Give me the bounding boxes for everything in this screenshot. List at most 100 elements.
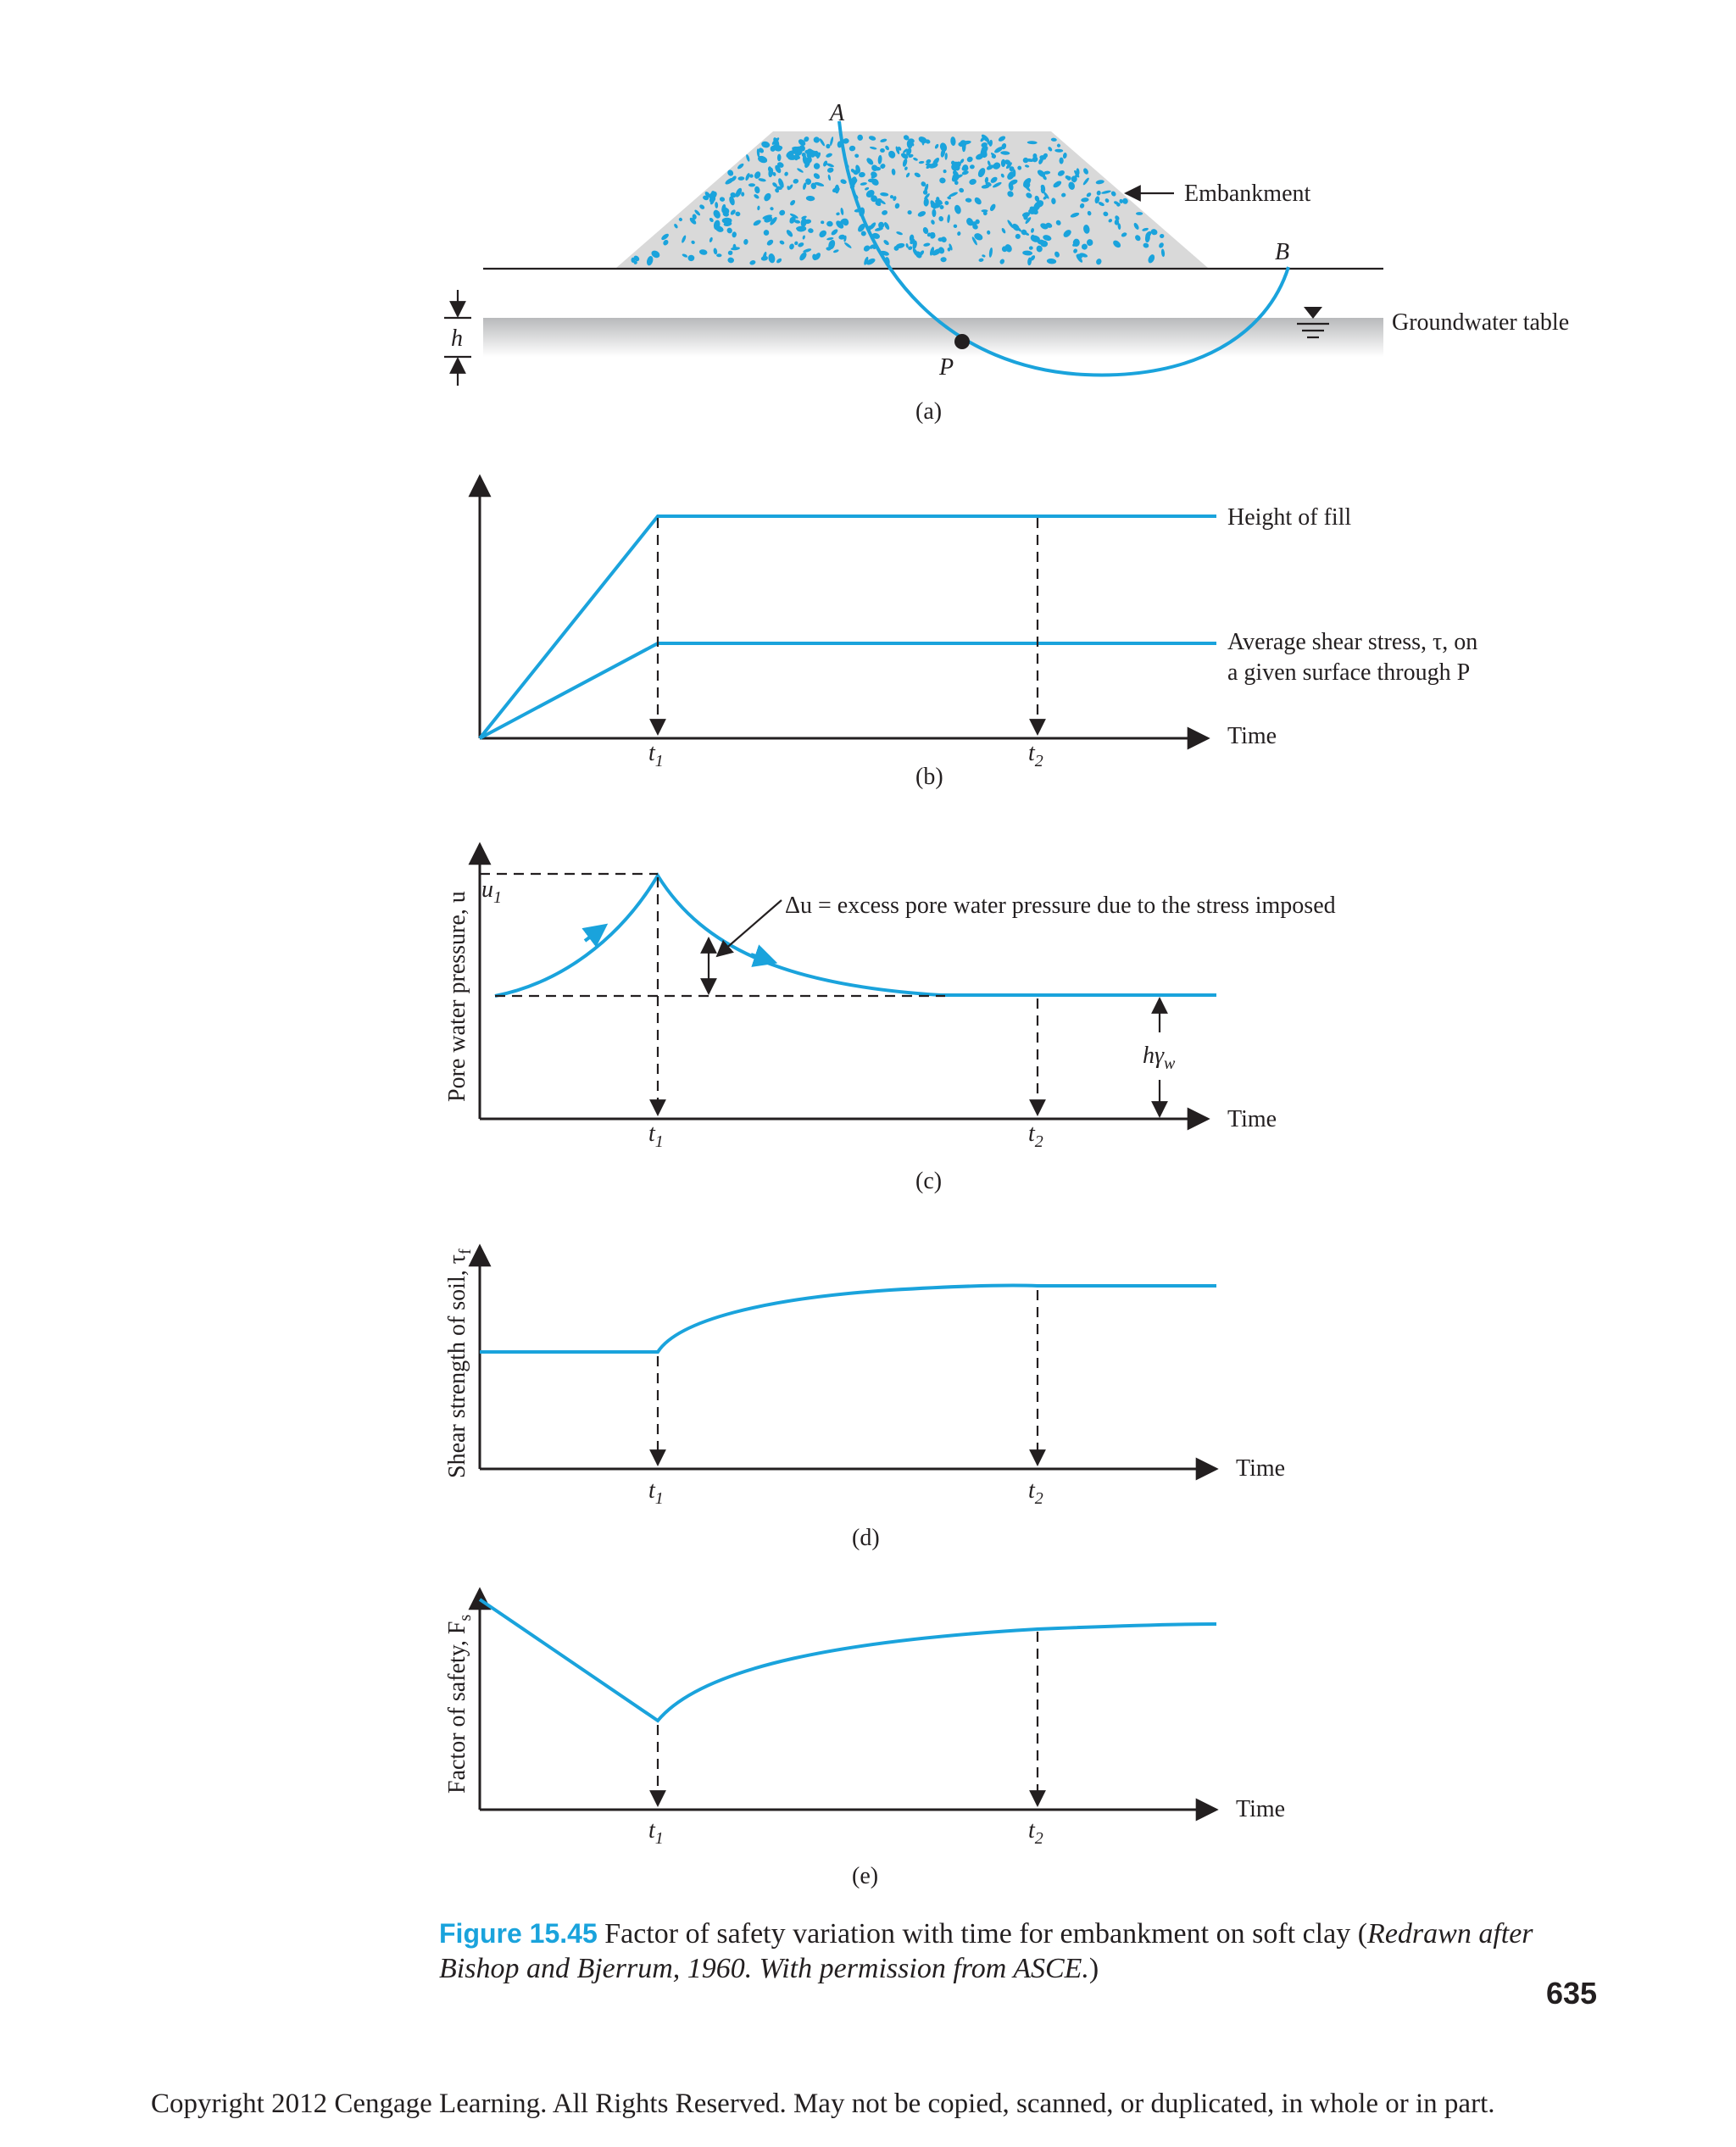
speckle [895, 146, 900, 155]
speckle [1045, 222, 1053, 228]
speckle [990, 176, 998, 183]
h-gamma-w-label: hγw [1143, 1043, 1176, 1073]
speckle [900, 153, 909, 159]
speckle [1143, 242, 1149, 248]
speckle [819, 138, 826, 147]
speckle [731, 175, 737, 181]
speckle [776, 258, 782, 264]
embankment-speckles [631, 134, 1166, 267]
speckle [737, 163, 744, 170]
speckle [799, 252, 807, 261]
speckle [764, 192, 771, 202]
speckle [977, 168, 986, 178]
speckle [831, 229, 838, 236]
speckle [843, 138, 849, 144]
speckle [918, 160, 925, 164]
speckle [1053, 181, 1062, 188]
speckle [1160, 233, 1165, 239]
speckle [732, 231, 737, 238]
speckle [758, 147, 765, 153]
speckle [1076, 254, 1083, 263]
speckle [864, 256, 869, 265]
speckle [1030, 234, 1035, 240]
speckle [794, 154, 800, 159]
speckle [792, 146, 801, 151]
u1-label: u1 [481, 876, 502, 907]
speckle [1055, 220, 1061, 225]
speckle [745, 173, 750, 181]
speckle [772, 171, 776, 176]
speckle [1007, 191, 1014, 197]
speckle [1036, 200, 1044, 208]
speckle [766, 239, 774, 246]
speckle [1115, 215, 1120, 221]
speckle [1027, 141, 1038, 145]
speckle [800, 218, 807, 227]
speckle [1094, 196, 1100, 204]
speckle [975, 219, 980, 225]
speckle [865, 186, 870, 191]
speckle [1009, 179, 1018, 186]
speckle [743, 239, 748, 245]
shear-stress-curve [479, 642, 1216, 740]
speckle [1095, 180, 1104, 185]
speckle [947, 248, 951, 252]
speckle [898, 146, 902, 151]
speckle [808, 228, 814, 233]
speckle [1043, 192, 1049, 199]
speckle [840, 179, 847, 184]
speckle [770, 207, 774, 211]
speckle [691, 240, 695, 245]
speckle [727, 257, 734, 264]
speckle [947, 214, 950, 224]
speckle [871, 164, 878, 171]
speckle [934, 143, 939, 149]
speckle [663, 239, 669, 246]
speckle [863, 245, 871, 252]
speckle [1000, 159, 1006, 168]
speckle [793, 220, 801, 224]
speckle [682, 253, 688, 258]
speckle [1054, 251, 1060, 258]
speckle [1103, 211, 1109, 217]
speckle [827, 174, 832, 181]
figure-caption: Figure 15.45 Factor of safety variation … [439, 1918, 1533, 1984]
speckle [805, 195, 815, 202]
speckle [1070, 212, 1080, 218]
speckle [878, 221, 885, 229]
speckle [987, 141, 991, 146]
speckle [776, 153, 782, 162]
h-dimension [444, 290, 471, 386]
h-label: h [451, 325, 463, 352]
speckle [866, 158, 874, 165]
speckle [1135, 235, 1141, 242]
speckle [1009, 166, 1015, 172]
speckle [772, 182, 777, 187]
speckle [932, 158, 940, 165]
speckle [924, 183, 929, 193]
speckle [1086, 239, 1093, 247]
speckle [838, 234, 846, 240]
speckle [971, 236, 977, 246]
speckle [794, 150, 803, 157]
speckle [715, 202, 719, 209]
speckle [1001, 228, 1006, 234]
speckle [929, 247, 935, 256]
speckle [1022, 250, 1032, 256]
speckle [741, 192, 745, 197]
speckle [713, 209, 721, 219]
speckle [768, 167, 774, 178]
speckle [944, 200, 949, 205]
speckle [761, 141, 771, 148]
speckle [999, 259, 1005, 264]
speckle [813, 173, 821, 180]
point-p-marker [954, 334, 970, 349]
speckle [871, 171, 877, 178]
speckle [1108, 219, 1113, 223]
speckle [895, 242, 905, 248]
speckle [854, 153, 860, 159]
speckle [954, 204, 961, 214]
page-number: 635 [1546, 1976, 1597, 2011]
speckle [991, 153, 995, 159]
caption-close: ) [1089, 1953, 1099, 1984]
